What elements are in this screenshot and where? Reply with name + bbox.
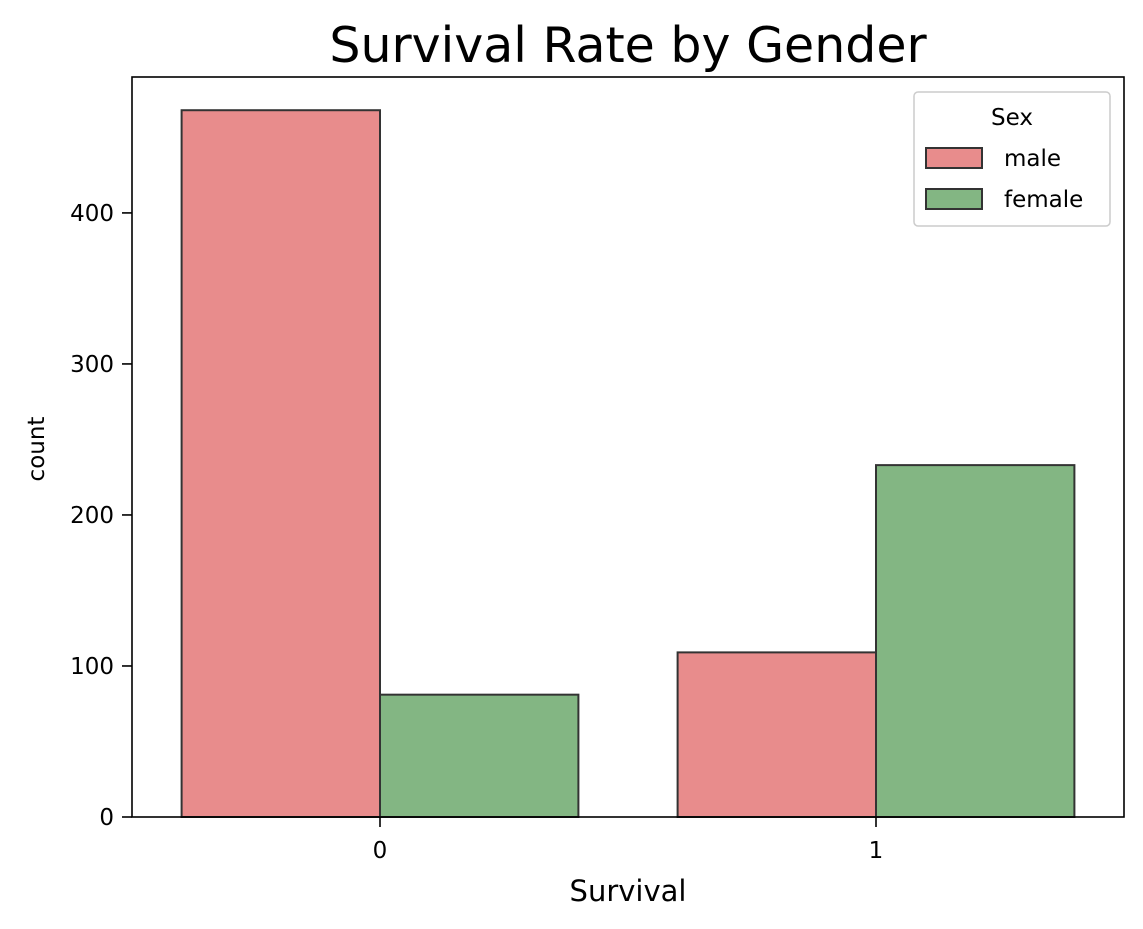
legend-swatch-male: [925, 147, 983, 169]
chart-title: Survival Rate by Gender: [329, 17, 927, 74]
y-tick-label: 0: [99, 805, 114, 831]
legend-label-female: female: [1004, 187, 1083, 213]
bar-female-1: [875, 464, 1076, 818]
x-axis-label: Survival: [570, 874, 687, 908]
plot-area-frame: [131, 76, 1125, 818]
y-axis-label: count: [24, 417, 50, 482]
y-tick-label: 100: [70, 654, 114, 680]
axes-group: 0 100 200 300 400 0 1: [70, 201, 883, 864]
legend: Sex male female: [913, 91, 1111, 227]
y-tick-label: 200: [70, 503, 114, 529]
x-tick-label: 0: [373, 838, 388, 864]
legend-label-male: male: [1004, 146, 1061, 172]
legend-title: Sex: [991, 105, 1033, 131]
bar-female-0: [379, 693, 580, 818]
bars-group: [180, 109, 1076, 819]
legend-swatch-female: [925, 188, 983, 210]
bar-male-0: [180, 109, 381, 819]
x-tick-label: 1: [869, 838, 884, 864]
y-tick-label: 400: [70, 201, 114, 227]
y-tick-label: 300: [70, 352, 114, 378]
bar-male-1: [676, 651, 877, 819]
